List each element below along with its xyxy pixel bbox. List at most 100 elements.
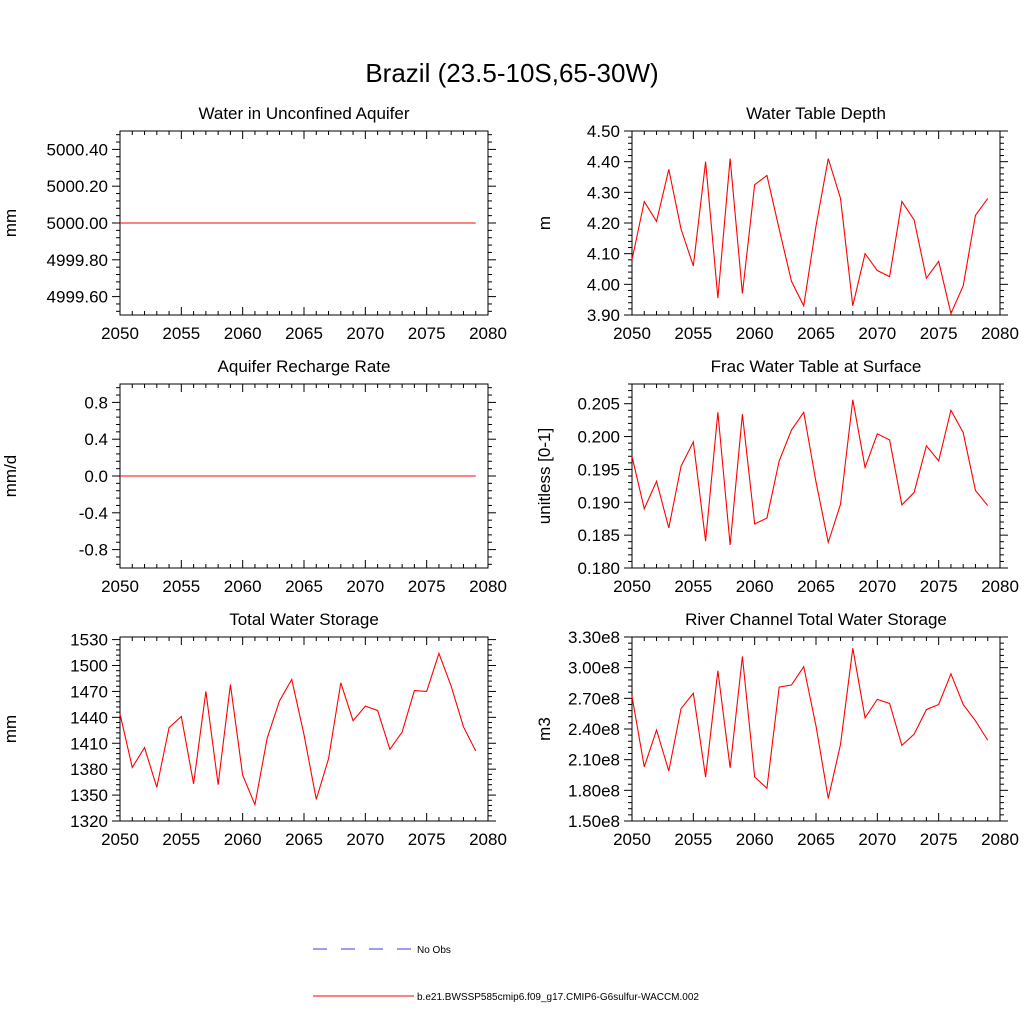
x-tick-label: 2060 xyxy=(736,324,774,343)
y-tick-label: 1500 xyxy=(70,657,108,676)
y-tick-label: -0.8 xyxy=(79,541,108,560)
x-tick-label: 2060 xyxy=(224,577,262,596)
x-tick-label: 2080 xyxy=(981,830,1019,849)
panel-4: Frac Water Table at Surface unitless [0-1… xyxy=(535,357,1019,596)
y-tick-label: 4999.80 xyxy=(47,251,108,270)
y-tick-label: 0.195 xyxy=(577,460,620,479)
y-tick-label: 4.30 xyxy=(587,183,620,202)
y-tick-label: 4999.60 xyxy=(47,288,108,307)
x-tick-label: 2070 xyxy=(858,577,896,596)
y-axis-label: mm/d xyxy=(1,455,20,498)
panel-1: Water in Unconfined Aquifer mm 2050 2055 206… xyxy=(1,104,507,343)
x-tick-label: 2060 xyxy=(224,324,262,343)
y-tick-label: 0.205 xyxy=(577,395,620,414)
x-tick-label: 2050 xyxy=(613,577,651,596)
series-line xyxy=(631,158,989,316)
y-tick-label: 1410 xyxy=(70,734,108,753)
panel-5: Total Water Storage mm 2050 2055 2060 2065 207… xyxy=(1,610,507,849)
y-tick-label: 4.10 xyxy=(587,245,620,264)
legend: No Obs b.e21.BWSSP585cmip6.f09_g17.CMIP6… xyxy=(313,945,699,1003)
x-tick-label: 2075 xyxy=(920,324,958,343)
y-tick-label: 0.0 xyxy=(84,467,108,486)
series-line xyxy=(119,651,477,807)
x-tick-label: 2060 xyxy=(224,830,262,849)
series-line xyxy=(631,399,989,546)
y-tick-label: 4.50 xyxy=(587,122,620,141)
x-tick-label: 2065 xyxy=(285,577,323,596)
y-axis-label: m3 xyxy=(535,717,554,741)
x-tick-label: 2065 xyxy=(797,577,835,596)
panel-title: Total Water Storage xyxy=(229,610,379,629)
y-axis-label: mm xyxy=(1,209,20,237)
x-tick-label: 2055 xyxy=(674,324,712,343)
y-tick-label: 1350 xyxy=(70,786,108,805)
y-tick-label: 2.10e8 xyxy=(568,751,620,770)
panel-3: Aquifer Recharge Rate mm/d 2050 2055 2060 206… xyxy=(1,357,507,596)
x-tick-label: 2050 xyxy=(613,324,651,343)
y-tick-label: 1380 xyxy=(70,760,108,779)
x-tick-label: 2065 xyxy=(285,324,323,343)
x-tick-label: 2060 xyxy=(736,577,774,596)
y-tick-label: 2.40e8 xyxy=(568,720,620,739)
x-tick-label: 2070 xyxy=(346,324,384,343)
x-tick-label: 2050 xyxy=(101,577,139,596)
panel-title: River Channel Total Water Storage xyxy=(685,610,947,629)
y-tick-label: 1530 xyxy=(70,631,108,650)
y-tick-label: -0.4 xyxy=(79,504,108,523)
x-tick-label: 2075 xyxy=(408,830,446,849)
y-tick-label: 3.00e8 xyxy=(568,659,620,678)
y-tick-label: 4.00 xyxy=(587,275,620,294)
y-tick-label: 2.70e8 xyxy=(568,689,620,708)
series-line xyxy=(631,648,989,799)
x-tick-label: 2080 xyxy=(469,577,507,596)
y-tick-label: 1.80e8 xyxy=(568,781,620,800)
y-tick-label: 4.40 xyxy=(587,153,620,172)
y-tick-label: 5000.20 xyxy=(47,177,108,196)
y-tick-label: 4.20 xyxy=(587,214,620,233)
x-tick-label: 2080 xyxy=(469,324,507,343)
y-tick-label: 1.50e8 xyxy=(568,812,620,831)
x-tick-label: 2070 xyxy=(858,324,896,343)
x-tick-label: 2055 xyxy=(162,324,200,343)
x-tick-label: 2050 xyxy=(613,830,651,849)
x-tick-label: 2070 xyxy=(858,830,896,849)
panel-2: Water Table Depth m 2050 2055 2060 2065 2070 20… xyxy=(535,104,1019,343)
x-tick-label: 2080 xyxy=(981,324,1019,343)
y-tick-label: 1320 xyxy=(70,812,108,831)
legend-model-label: b.e21.BWSSP585cmip6.f09_g17.CMIP6-G6sulf… xyxy=(417,992,699,1003)
x-tick-label: 2050 xyxy=(101,324,139,343)
x-tick-label: 2055 xyxy=(162,577,200,596)
x-tick-label: 2075 xyxy=(920,577,958,596)
y-tick-label: 0.180 xyxy=(577,559,620,578)
panel-title: Water in Unconfined Aquifer xyxy=(198,104,409,123)
y-tick-label: 0.190 xyxy=(577,493,620,512)
legend-obs-label: No Obs xyxy=(417,945,451,956)
x-tick-label: 2080 xyxy=(469,830,507,849)
x-tick-label: 2070 xyxy=(346,577,384,596)
y-tick-label: 0.200 xyxy=(577,428,620,447)
panel-title: Water Table Depth xyxy=(746,104,886,123)
x-tick-label: 2055 xyxy=(674,577,712,596)
y-tick-label: 5000.40 xyxy=(47,140,108,159)
panel-title: Aquifer Recharge Rate xyxy=(218,357,391,376)
x-tick-label: 2065 xyxy=(285,830,323,849)
x-tick-label: 2065 xyxy=(797,830,835,849)
panel-6: River Channel Total Water Storage m3 2050 2… xyxy=(535,610,1019,849)
panels: Water in Unconfined Aquifer mm 2050 2055 206… xyxy=(1,104,1019,849)
x-tick-label: 2050 xyxy=(101,830,139,849)
x-tick-label: 2080 xyxy=(981,577,1019,596)
y-tick-label: 0.8 xyxy=(84,393,108,412)
y-tick-label: 1470 xyxy=(70,682,108,701)
y-axis-label: mm xyxy=(1,715,20,743)
x-tick-label: 2075 xyxy=(408,324,446,343)
y-axis-label: m xyxy=(535,216,554,230)
y-tick-label: 5000.00 xyxy=(47,214,108,233)
y-tick-label: 1440 xyxy=(70,708,108,727)
y-tick-label: 3.30e8 xyxy=(568,628,620,647)
x-tick-label: 2070 xyxy=(346,830,384,849)
y-axis-label: unitless [0-1] xyxy=(535,428,554,524)
x-tick-label: 2075 xyxy=(920,830,958,849)
x-tick-label: 2055 xyxy=(674,830,712,849)
x-tick-label: 2060 xyxy=(736,830,774,849)
